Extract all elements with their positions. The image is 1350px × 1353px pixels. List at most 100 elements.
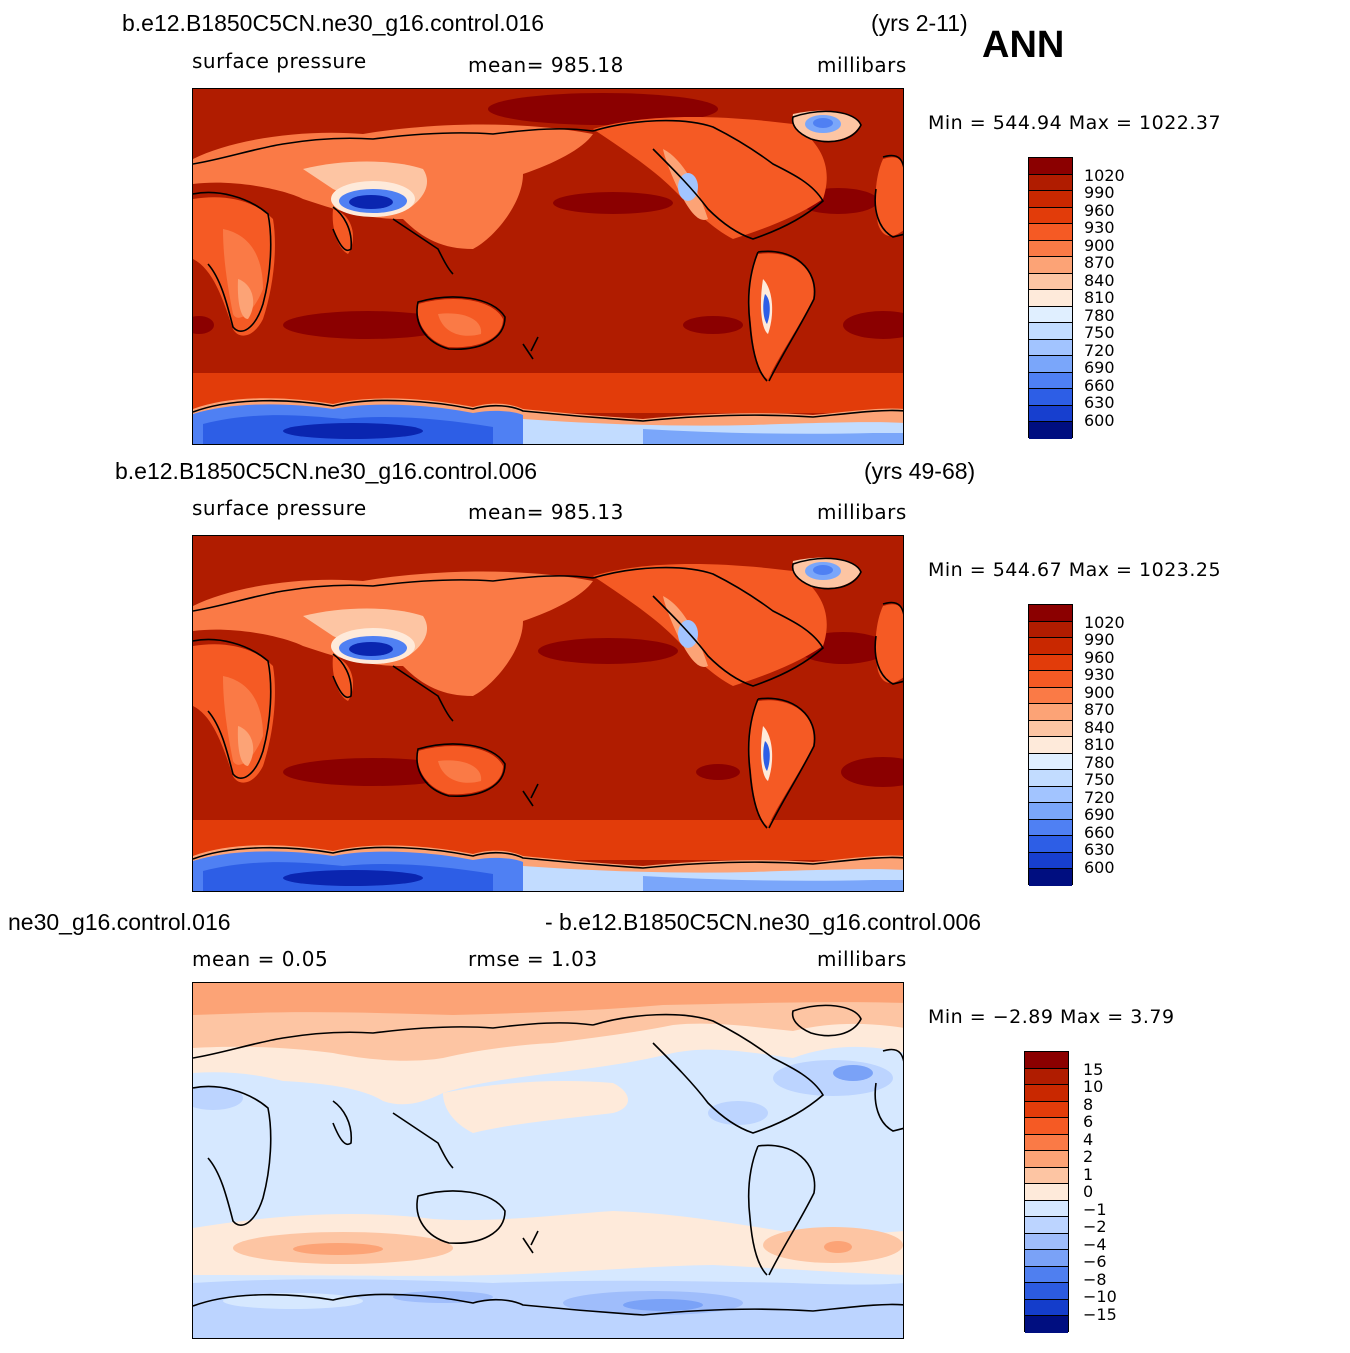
cbar2-swatch	[1029, 770, 1072, 787]
cbar1-label: 720	[1084, 341, 1115, 360]
cbar2-swatch	[1029, 869, 1072, 886]
cbar2-label: 600	[1084, 858, 1115, 877]
cbar2-label: 840	[1084, 718, 1115, 737]
cbar2-swatch	[1029, 654, 1072, 671]
cbar3-swatch	[1025, 1250, 1068, 1267]
cbar3-swatch	[1025, 1118, 1068, 1135]
cbar3-label: 6	[1083, 1112, 1094, 1131]
cbar3-swatch	[1025, 1167, 1068, 1184]
cbar2-label: 720	[1084, 788, 1115, 807]
cbar3-swatch	[1025, 1316, 1068, 1333]
panel2-units: millibars	[817, 500, 907, 524]
cbar3-swatch	[1025, 1134, 1068, 1151]
cbar1-label: 930	[1084, 218, 1115, 237]
cbar2-swatch	[1029, 852, 1072, 869]
panel2-minmax: Min = 544.67 Max = 1023.25	[928, 559, 1222, 581]
panel3-case-title-left: ne30_g16.control.016	[8, 909, 231, 935]
cbar3-label: −8	[1083, 1270, 1107, 1289]
cbar3-label: 15	[1083, 1060, 1104, 1079]
panel3-units: millibars	[817, 947, 907, 971]
cbar1-swatch	[1029, 306, 1072, 323]
cbar2-swatch	[1029, 836, 1072, 853]
cbar3-label: −1	[1083, 1200, 1107, 1219]
cbar1-label: 870	[1084, 253, 1115, 272]
cbar1-swatch	[1029, 158, 1072, 175]
cbar1-swatch	[1029, 422, 1072, 439]
cbar3-swatch	[1025, 1299, 1068, 1316]
cbar2-label: 870	[1084, 700, 1115, 719]
cbar3-swatch	[1025, 1217, 1068, 1234]
cbar2-label: 900	[1084, 683, 1115, 702]
cbar1-label: 630	[1084, 393, 1115, 412]
panel1-mean: mean= 985.18	[468, 53, 624, 77]
cbar1-label: 780	[1084, 306, 1115, 325]
cbar3-label: −6	[1083, 1252, 1107, 1271]
panel2-years: (yrs 49-68)	[864, 458, 976, 484]
cbar1-label: 960	[1084, 201, 1115, 220]
cbar3-swatch	[1025, 1233, 1068, 1250]
cbar2-label: 990	[1084, 630, 1115, 649]
cbar2-swatch	[1029, 605, 1072, 622]
cbar3-label: 1	[1083, 1165, 1094, 1184]
cbar2-swatch	[1029, 671, 1072, 688]
cbar1-swatch	[1029, 323, 1072, 340]
cbar2-label: 930	[1084, 665, 1115, 684]
cbar1-label: 1020	[1084, 166, 1125, 185]
panel3-map-field	[193, 983, 903, 1338]
panel3-case-title-right: - b.e12.B1850C5CN.ne30_g16.control.006	[545, 909, 982, 935]
cbar1-swatch	[1029, 224, 1072, 241]
cbar3-swatch	[1025, 1068, 1068, 1085]
cbar2-swatch	[1029, 737, 1072, 754]
panel1-variable: surface pressure	[192, 49, 367, 73]
panel1-years: (yrs 2-11)	[871, 10, 968, 36]
panel1-minmax: Min = 544.94 Max = 1022.37	[928, 112, 1222, 134]
cbar3-swatch	[1025, 1101, 1068, 1118]
cbar1-label: 660	[1084, 376, 1115, 395]
season-label: ANN	[982, 24, 1065, 66]
cbar3-label: −15	[1083, 1305, 1117, 1324]
cbar2-swatch	[1029, 720, 1072, 737]
panel1-case-title: b.e12.B1850C5CN.ne30_g16.control.016	[122, 10, 544, 36]
cbar1-label: 600	[1084, 411, 1115, 430]
cbar1-swatch	[1029, 207, 1072, 224]
panel3-map	[192, 982, 904, 1339]
cbar2-swatch	[1029, 753, 1072, 770]
cbar3-swatch	[1025, 1052, 1068, 1069]
panel2-colorbar	[1028, 604, 1073, 886]
cbar1-swatch	[1029, 257, 1072, 274]
panel1-map-field	[193, 89, 903, 444]
cbar3-swatch	[1025, 1266, 1068, 1283]
cbar2-swatch	[1029, 621, 1072, 638]
panel3-rmse: rmse = 1.03	[468, 947, 598, 971]
cbar1-label: 990	[1084, 183, 1115, 202]
cbar3-label: 2	[1083, 1147, 1094, 1166]
cbar2-label: 660	[1084, 823, 1115, 842]
cbar1-label: 900	[1084, 236, 1115, 255]
cbar3-label: 8	[1083, 1095, 1094, 1114]
cbar1-swatch	[1029, 240, 1072, 257]
cbar1-swatch	[1029, 290, 1072, 307]
cbar3-swatch	[1025, 1283, 1068, 1300]
panel2-case-title: b.e12.B1850C5CN.ne30_g16.control.006	[115, 458, 537, 484]
panel2-mean: mean= 985.13	[468, 500, 624, 524]
cbar3-swatch	[1025, 1085, 1068, 1102]
cbar2-label: 810	[1084, 735, 1115, 754]
cbar3-label: −10	[1083, 1287, 1117, 1306]
cbar1-label: 750	[1084, 323, 1115, 342]
cbar1-swatch	[1029, 273, 1072, 290]
cbar1-swatch	[1029, 339, 1072, 356]
cbar2-swatch	[1029, 786, 1072, 803]
panel3-minmax: Min = −2.89 Max = 3.79	[928, 1006, 1175, 1028]
cbar2-label: 690	[1084, 805, 1115, 824]
cbar2-label: 780	[1084, 753, 1115, 772]
cbar1-swatch	[1029, 191, 1072, 208]
cbar1-label: 840	[1084, 271, 1115, 290]
panel2-map	[192, 535, 904, 892]
cbar1-label: 690	[1084, 358, 1115, 377]
cbar3-label: 4	[1083, 1130, 1094, 1149]
cbar3-label: −4	[1083, 1235, 1107, 1254]
cbar3-swatch	[1025, 1184, 1068, 1201]
cbar1-swatch	[1029, 389, 1072, 406]
panel3-mean: mean = 0.05	[192, 947, 329, 971]
cbar3-label: −2	[1083, 1217, 1107, 1236]
